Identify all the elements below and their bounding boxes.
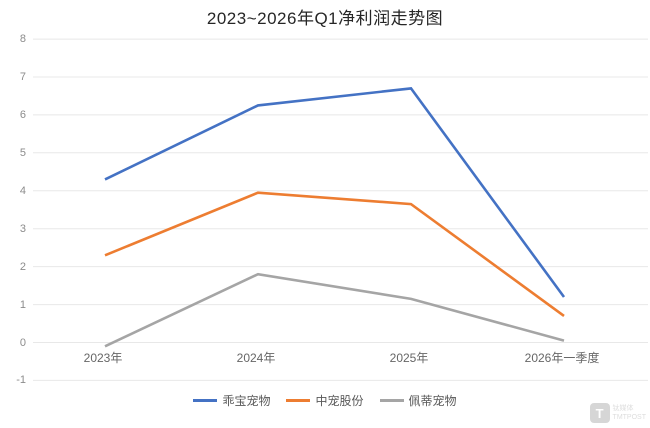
chart-title: 2023~2026年Q1净利润走势图 [206,9,444,28]
y-axis-tick-label: 7 [19,70,26,83]
x-axis-tick-label: 2024年 [236,351,276,365]
legend-line-swatch [193,398,218,402]
series-line-2 [104,191,565,317]
watermark: T 钛媒体 TMTPOST [589,403,646,423]
x-axis-tick-label: 2023年 [83,351,123,365]
y-axis-tick-label: 0 [19,336,26,349]
y-axis-tick-label: -1 [16,374,26,387]
y-axis-tick-label: 8 [19,33,26,46]
watermark-text-line2: TMTPOST [612,414,646,421]
legend-line-swatch [286,398,311,402]
y-axis-tick-label: 1 [19,298,26,311]
y-axis-tick-label: 5 [19,146,26,159]
legend-label: 中宠股份 [315,393,364,408]
legend-label: 乖宝宠物 [222,393,271,408]
legend: 乖宝宠物 中宠股份 佩蒂宠物 [0,391,650,409]
watermark-logo-icon: T [589,403,610,423]
legend-item: 佩蒂宠物 [379,392,457,409]
series-line-3 [104,272,565,348]
legend-line-swatch [379,398,404,402]
y-axis: -1 0 1 2 3 4 5 6 7 8 [0,0,26,428]
y-axis-tick-label: 4 [19,184,26,197]
legend-item: 中宠股份 [286,392,364,409]
legend-label: 佩蒂宠物 [408,393,457,408]
x-axis-tick-label: 2026年一季度 [524,351,600,365]
watermark-text: 钛媒体 TMTPOST [613,404,646,422]
y-axis-tick-label: 3 [19,222,26,235]
series-line-1 [104,87,566,298]
y-axis-tick-label: 6 [19,108,26,121]
y-axis-tick-label: 2 [19,260,26,273]
x-axis: 2023年 2024年 2025年 2026年一季度 [0,349,650,365]
legend-item: 乖宝宠物 [193,392,270,409]
x-axis-tick-label: 2025年 [389,351,429,365]
watermark-text-line1: 钛媒体 [612,405,634,412]
